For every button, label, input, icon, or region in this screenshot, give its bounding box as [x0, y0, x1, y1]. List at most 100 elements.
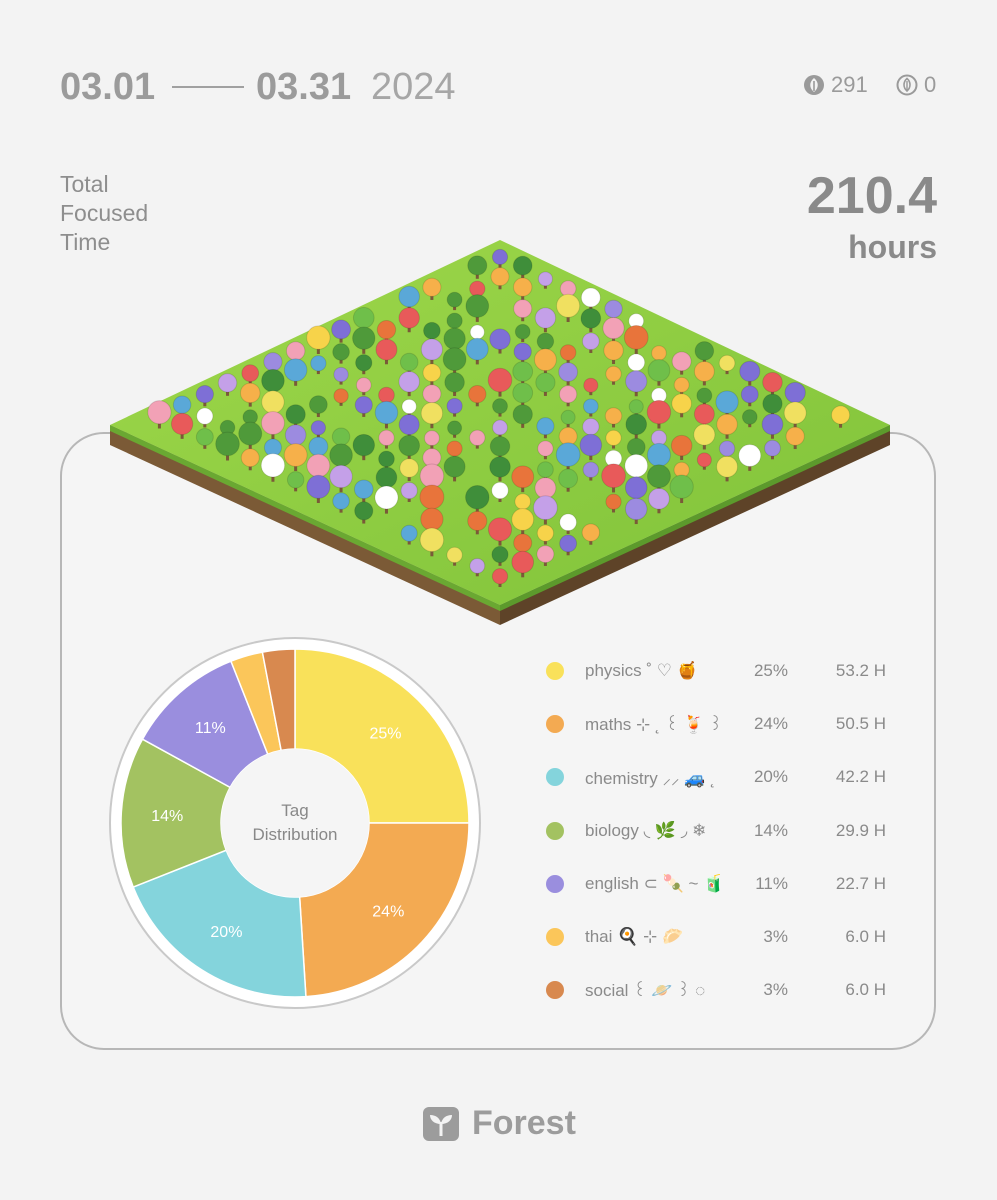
tree-crown — [715, 390, 739, 414]
tree-crown — [487, 517, 513, 542]
tree-crown — [536, 545, 555, 564]
tree-crown — [605, 365, 622, 383]
tree-crown — [401, 398, 417, 415]
tree-crown — [513, 277, 533, 297]
legend-tag-name: thai 🍳 ⊹ 🥟 — [585, 927, 684, 947]
legend-tag-name: english ⊂ 🍡 ~ 🧃 — [585, 873, 725, 893]
tree-crown — [830, 405, 851, 425]
tree-crown — [492, 398, 508, 415]
tree-crown — [555, 442, 581, 467]
tree-crown — [468, 384, 487, 404]
chart-title-line2: Distribution — [252, 825, 337, 844]
tree-crown — [532, 495, 558, 521]
tag-legend: physics ˚ ♡ 🍯 25% 53.2 H maths ⊹ ˛ ꒰ 🍹 ꒱ 24%… — [546, 644, 906, 1017]
tree-crown — [375, 466, 398, 489]
tree-crown — [332, 343, 350, 361]
tree-crown — [623, 325, 649, 350]
tree-crown — [490, 267, 510, 287]
legend-hours: 22.7 H — [835, 873, 886, 893]
tree-crown — [283, 443, 308, 467]
legend-color-dot — [546, 981, 564, 1000]
tree-crown — [559, 534, 578, 553]
tree-crown — [310, 355, 327, 372]
legend-color-dot — [546, 661, 564, 680]
legend-percent: 25% — [753, 660, 788, 680]
tree-crown — [465, 294, 490, 318]
tree-crown — [696, 452, 712, 468]
tree-crown — [738, 443, 762, 467]
tree-crown — [352, 433, 376, 457]
date-range-divider — [172, 86, 244, 88]
tree-crown — [217, 373, 238, 393]
tree-crown — [467, 510, 488, 532]
tree-crown — [374, 485, 399, 510]
tree-crown — [624, 476, 648, 499]
tree-crown — [446, 397, 463, 415]
tree-crown — [354, 395, 373, 414]
tree-crown — [580, 308, 602, 329]
tree-crown — [422, 277, 442, 297]
tree-crown — [558, 385, 578, 404]
tree-crown — [581, 523, 601, 542]
tree-crown — [514, 493, 532, 510]
tree-crown — [671, 393, 692, 414]
tree-crown — [581, 332, 600, 351]
legend-percent: 14% — [753, 820, 788, 840]
donut-slice — [294, 648, 470, 824]
tree-crown — [491, 545, 509, 564]
tree-crown — [375, 338, 398, 361]
tree-crown — [419, 527, 445, 553]
tree-crown — [489, 456, 511, 478]
tree-crown — [625, 370, 648, 393]
tree-crown — [419, 463, 445, 489]
tree-crown — [423, 321, 441, 340]
tree-crown — [263, 352, 283, 372]
tree-crown — [605, 493, 622, 510]
tree-crown — [399, 352, 419, 372]
tree-crown — [447, 420, 463, 436]
tree-crown — [469, 280, 486, 297]
tree-crown — [582, 417, 600, 436]
grass-right-edge — [500, 425, 890, 611]
tree-crown — [693, 361, 715, 382]
tree-crown — [420, 338, 443, 361]
tree-crown — [487, 367, 513, 393]
tree-crown — [558, 362, 579, 382]
tree-crown — [284, 424, 307, 446]
brand-name: Forest — [472, 1104, 576, 1142]
tree-crown — [626, 437, 646, 457]
forest-logo-icon — [423, 1106, 459, 1141]
tree-crown — [513, 533, 533, 553]
tree-crown — [646, 442, 671, 467]
legend-tag-name: biology ◟ 🌿 ◞ ❄ — [585, 820, 707, 840]
tree-crown — [310, 420, 327, 436]
tree-crown — [512, 361, 534, 382]
slice-label: 20% — [210, 924, 242, 941]
tree-crown — [559, 513, 577, 532]
legend-hours: 53.2 H — [835, 660, 886, 680]
tree-crown — [354, 501, 374, 521]
tree-crown — [646, 399, 672, 425]
donut-hole — [221, 749, 369, 897]
tree-crown — [147, 400, 172, 425]
tree-crown — [580, 287, 601, 308]
tree-crown — [285, 341, 306, 361]
tree-crown — [286, 471, 305, 489]
tree-crown — [399, 458, 419, 478]
legend-tag-name: social ꒰ 🪐 ꒱ ◌ — [585, 981, 706, 1001]
tree-crown — [582, 461, 600, 478]
legend-hours: 29.9 H — [835, 820, 886, 840]
tree-crown — [329, 464, 353, 489]
tree-crown — [355, 377, 372, 393]
tree-crown — [628, 399, 644, 415]
tree-crown — [716, 455, 739, 478]
total-focused-unit: hours — [848, 229, 937, 265]
tree-crown — [446, 291, 463, 308]
tree-crown — [512, 255, 533, 276]
tree-crown — [283, 358, 308, 382]
tree-crown — [492, 419, 508, 436]
legend-percent: 24% — [753, 713, 788, 733]
tree-crown — [469, 429, 486, 447]
footer-brand: Forest — [422, 1104, 576, 1143]
tree-crown — [536, 417, 555, 436]
